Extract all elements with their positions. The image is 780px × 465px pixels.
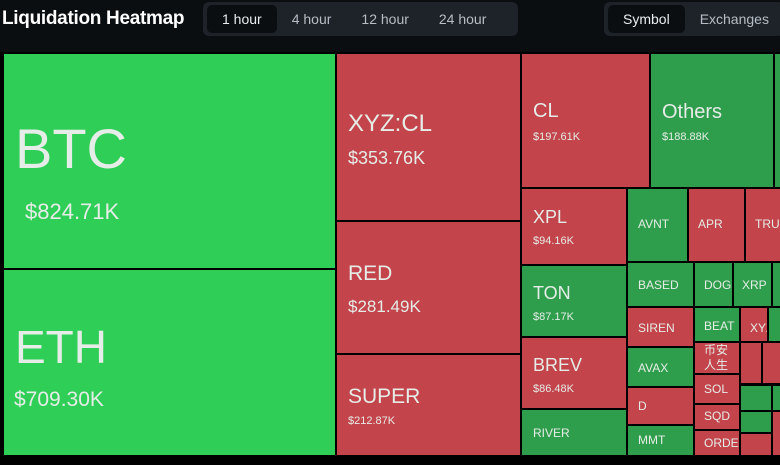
treemap-tile[interactable]: Others $188.88K bbox=[651, 54, 773, 187]
small-tile bbox=[741, 412, 771, 432]
treemap-tile[interactable]: BASED bbox=[628, 263, 693, 306]
small-tile bbox=[773, 386, 780, 410]
tile-label: MMT bbox=[638, 433, 666, 447]
treemap-tile[interactable]: AVNT bbox=[628, 189, 687, 261]
tile-value: $281.49K bbox=[348, 297, 421, 316]
time-tabs: 1 hour 4 hour 12 hour 24 hour bbox=[203, 2, 518, 36]
tile-label: Others bbox=[662, 101, 723, 123]
treemap-tile[interactable]: MMT bbox=[628, 426, 693, 455]
tile-label: 币安人生 bbox=[704, 343, 729, 372]
tile-label: TRU bbox=[755, 217, 780, 231]
treemap-tile[interactable]: ETH $709.30K bbox=[4, 270, 335, 455]
tab[interactable]: Symbol bbox=[608, 5, 685, 33]
tile-label: SUPER bbox=[348, 385, 421, 408]
small-tile bbox=[741, 386, 771, 410]
tile-label: AVAX bbox=[638, 361, 669, 375]
treemap-tile[interactable]: RIVER bbox=[522, 410, 626, 455]
treemap-tile[interactable]: D bbox=[628, 388, 693, 424]
small-tile bbox=[773, 412, 780, 455]
treemap-tile[interactable]: 币安人生 bbox=[695, 343, 739, 373]
treemap-tile[interactable]: BTC $824.71K bbox=[4, 54, 335, 268]
tile-label: ORDER bbox=[704, 436, 739, 450]
view-tabs: Symbol Exchanges bbox=[604, 2, 780, 36]
treemap-tile[interactable]: XYZ bbox=[741, 308, 767, 341]
small-tile bbox=[775, 54, 780, 187]
tile-value: $709.30K bbox=[14, 388, 104, 411]
small-tile bbox=[741, 343, 761, 383]
tile-label: TON bbox=[533, 283, 571, 303]
tile-label: AVNT bbox=[638, 217, 670, 231]
tile-value: $197.61K bbox=[533, 131, 581, 143]
tile-label: BEAT bbox=[704, 319, 735, 333]
treemap: BTC $824.71K ETH $709.30K XYZ:CL $353.76K RED $… bbox=[0, 52, 780, 465]
tile-value: $86.48K bbox=[533, 383, 574, 395]
treemap-tile[interactable]: SUPER $212.87K bbox=[337, 355, 520, 455]
tile-label: XYZ bbox=[750, 321, 767, 335]
treemap-tile[interactable]: XPL $94.16K bbox=[522, 189, 626, 264]
treemap-tile[interactable]: BREV $86.48K bbox=[522, 338, 626, 408]
tile-value: $87.17K bbox=[533, 311, 574, 323]
treemap-tile[interactable]: ORDER bbox=[695, 431, 739, 455]
small-tile bbox=[773, 263, 780, 306]
tile-value: $353.76K bbox=[348, 148, 426, 168]
treemap-tile[interactable]: TON $87.17K bbox=[522, 266, 626, 336]
tile-label: RIVER bbox=[533, 426, 570, 440]
tile-value: $212.87K bbox=[348, 415, 396, 427]
tile-value: $824.71K bbox=[25, 199, 120, 224]
treemap-tile[interactable]: SOL bbox=[695, 375, 739, 403]
treemap-tile[interactable]: AVAX bbox=[628, 348, 693, 386]
tile-label: XYZ:CL bbox=[348, 110, 433, 137]
tab[interactable]: 12 hour bbox=[361, 11, 409, 27]
tab[interactable]: 24 hour bbox=[438, 11, 487, 27]
treemap-tile[interactable]: XYZ:CL $353.76K bbox=[337, 54, 520, 220]
tile-label: D bbox=[638, 399, 647, 413]
tile-label: RED bbox=[348, 262, 393, 285]
tile-label: DOGE bbox=[704, 278, 732, 292]
tile-label: BASED bbox=[638, 278, 679, 292]
tile-label: BTC bbox=[15, 117, 127, 180]
page-title: Liquidation Heatmap bbox=[2, 8, 185, 29]
tile-label: APR bbox=[698, 217, 723, 231]
treemap-tile[interactable]: DOGE bbox=[695, 263, 732, 306]
tile-value: $94.16K bbox=[533, 235, 574, 247]
treemap-tile[interactable]: RED $281.49K bbox=[337, 222, 520, 353]
tile-label: SOL bbox=[704, 382, 729, 396]
small-tile bbox=[763, 343, 780, 383]
tile-label: SQD bbox=[704, 409, 731, 423]
treemap-tile[interactable]: APR bbox=[689, 189, 744, 261]
tile-label: XRP bbox=[742, 278, 767, 292]
treemap-tile[interactable]: CL $197.61K bbox=[522, 54, 649, 187]
tile-label: BREV bbox=[533, 355, 583, 375]
tile-label: CL bbox=[533, 100, 559, 122]
tile-label: SIREN bbox=[638, 321, 675, 335]
tile-label: XPL bbox=[533, 207, 568, 227]
tile-value: $188.88K bbox=[662, 131, 710, 143]
treemap-tile[interactable]: TRU bbox=[746, 189, 780, 261]
treemap-tile[interactable]: XRP bbox=[734, 263, 771, 306]
tab[interactable]: Exchanges bbox=[699, 11, 769, 27]
treemap-tile[interactable]: SIREN bbox=[628, 308, 693, 346]
treemap-tile[interactable]: BEAT bbox=[695, 308, 739, 341]
small-tile bbox=[741, 434, 771, 455]
tab[interactable]: 1 hour bbox=[207, 5, 277, 33]
tab[interactable]: 4 hour bbox=[291, 11, 332, 27]
tile-label: ETH bbox=[15, 321, 107, 373]
small-tile bbox=[769, 308, 780, 341]
treemap-tile[interactable]: SQD bbox=[695, 405, 739, 429]
